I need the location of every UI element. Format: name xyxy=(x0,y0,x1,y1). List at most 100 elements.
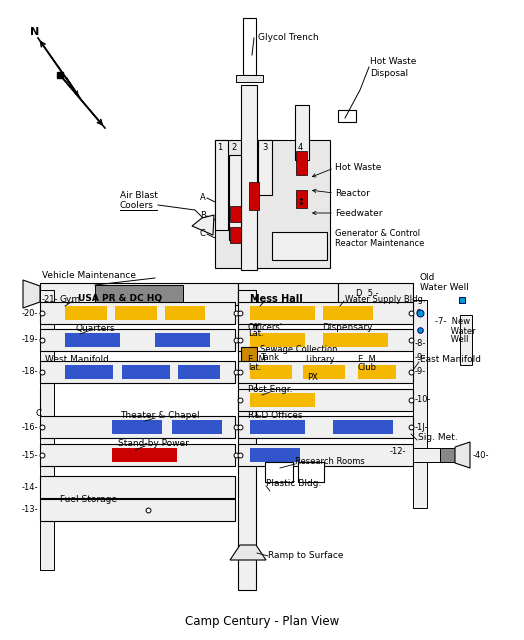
Text: Fuel Storage: Fuel Storage xyxy=(60,495,117,504)
Text: West Manifold: West Manifold xyxy=(45,355,109,365)
Bar xyxy=(122,365,170,379)
Bar xyxy=(296,151,307,175)
Bar xyxy=(272,232,327,260)
Text: -8-: -8- xyxy=(415,339,427,349)
Bar xyxy=(460,315,472,365)
Bar xyxy=(238,283,338,305)
Text: N: N xyxy=(30,27,39,37)
Bar xyxy=(65,365,113,379)
Bar xyxy=(303,365,345,379)
Bar xyxy=(95,285,183,303)
Bar xyxy=(258,140,272,195)
Bar xyxy=(112,448,177,462)
Text: Water: Water xyxy=(435,326,476,335)
Bar xyxy=(250,393,315,407)
Bar xyxy=(250,306,315,320)
Text: Library: Library xyxy=(305,355,334,365)
Text: Water Supply Bldg.: Water Supply Bldg. xyxy=(345,294,425,303)
Text: Dispensary: Dispensary xyxy=(322,323,373,332)
Bar xyxy=(238,444,413,466)
Bar xyxy=(65,333,120,347)
Text: R&D Offices: R&D Offices xyxy=(248,412,302,420)
Text: Reactor: Reactor xyxy=(335,189,370,198)
Text: Hot Waste: Hot Waste xyxy=(335,163,381,173)
Text: Camp Century - Plan View: Camp Century - Plan View xyxy=(185,616,339,628)
Bar xyxy=(250,365,292,379)
Text: Club: Club xyxy=(358,364,377,372)
Text: E. M.: E. M. xyxy=(248,355,268,365)
Text: Well: Well xyxy=(435,335,468,344)
Text: -13-: -13- xyxy=(21,506,38,515)
Bar xyxy=(333,420,393,434)
Bar xyxy=(238,416,413,438)
Bar xyxy=(298,462,324,482)
Bar xyxy=(230,206,241,222)
Text: -16-: -16- xyxy=(21,422,38,431)
Polygon shape xyxy=(23,280,40,308)
Bar xyxy=(115,306,157,320)
Bar xyxy=(215,140,330,268)
Text: -1J-: -1J- xyxy=(415,422,429,431)
Bar xyxy=(323,306,373,320)
Text: -7-  New: -7- New xyxy=(435,317,470,326)
Bar xyxy=(241,347,257,363)
Bar xyxy=(413,300,427,508)
Bar xyxy=(238,361,413,383)
Bar xyxy=(296,190,307,208)
Bar xyxy=(265,462,293,482)
Text: Lat.: Lat. xyxy=(248,330,264,339)
Bar xyxy=(238,283,338,305)
Text: Old: Old xyxy=(420,273,435,282)
Text: lat.: lat. xyxy=(248,364,261,372)
Text: Research Rooms: Research Rooms xyxy=(295,458,365,467)
Text: Vehicle Maintenance: Vehicle Maintenance xyxy=(42,271,136,280)
Text: -21-: -21- xyxy=(42,294,59,303)
Bar xyxy=(238,329,413,351)
Bar xyxy=(40,329,235,351)
Bar xyxy=(295,105,309,160)
Text: East Manifold: East Manifold xyxy=(420,355,481,365)
Text: -10-: -10- xyxy=(415,396,431,404)
Text: -15-: -15- xyxy=(21,451,38,460)
Text: E. M.: E. M. xyxy=(358,355,378,365)
Bar xyxy=(40,416,235,438)
Text: -40-: -40- xyxy=(473,451,489,460)
Text: Ramp to Surface: Ramp to Surface xyxy=(268,550,344,559)
Text: -18-: -18- xyxy=(21,367,38,376)
Bar xyxy=(440,448,455,462)
Text: Tank: Tank xyxy=(260,353,279,362)
Bar xyxy=(230,227,241,243)
Text: Mess Hall: Mess Hall xyxy=(250,294,303,304)
Bar xyxy=(229,155,241,240)
Text: B: B xyxy=(200,211,206,221)
Polygon shape xyxy=(192,215,214,235)
Bar xyxy=(243,18,256,75)
Bar xyxy=(338,283,413,305)
Bar xyxy=(236,75,263,82)
Bar xyxy=(40,302,235,324)
Bar xyxy=(40,361,235,383)
Text: A: A xyxy=(200,193,206,202)
Bar xyxy=(40,290,54,570)
Bar xyxy=(65,306,107,320)
Bar xyxy=(155,333,210,347)
Bar xyxy=(238,302,413,324)
Text: Glycol Trench: Glycol Trench xyxy=(258,33,319,42)
Text: -19-: -19- xyxy=(21,335,38,344)
Text: Post Engr.: Post Engr. xyxy=(248,385,292,394)
Text: Gym: Gym xyxy=(60,294,81,303)
Bar xyxy=(249,182,259,210)
Text: 1: 1 xyxy=(217,143,222,152)
Text: Coolers: Coolers xyxy=(120,200,154,209)
Text: -12-: -12- xyxy=(390,447,407,456)
Bar xyxy=(40,476,235,498)
Bar xyxy=(238,290,256,590)
Bar xyxy=(413,448,440,462)
Text: Theater & Chapel: Theater & Chapel xyxy=(120,412,200,420)
Bar xyxy=(40,499,235,521)
Bar xyxy=(238,389,413,411)
Bar xyxy=(165,306,205,320)
Bar xyxy=(241,85,257,270)
Text: C: C xyxy=(200,230,206,239)
Bar xyxy=(40,283,238,305)
